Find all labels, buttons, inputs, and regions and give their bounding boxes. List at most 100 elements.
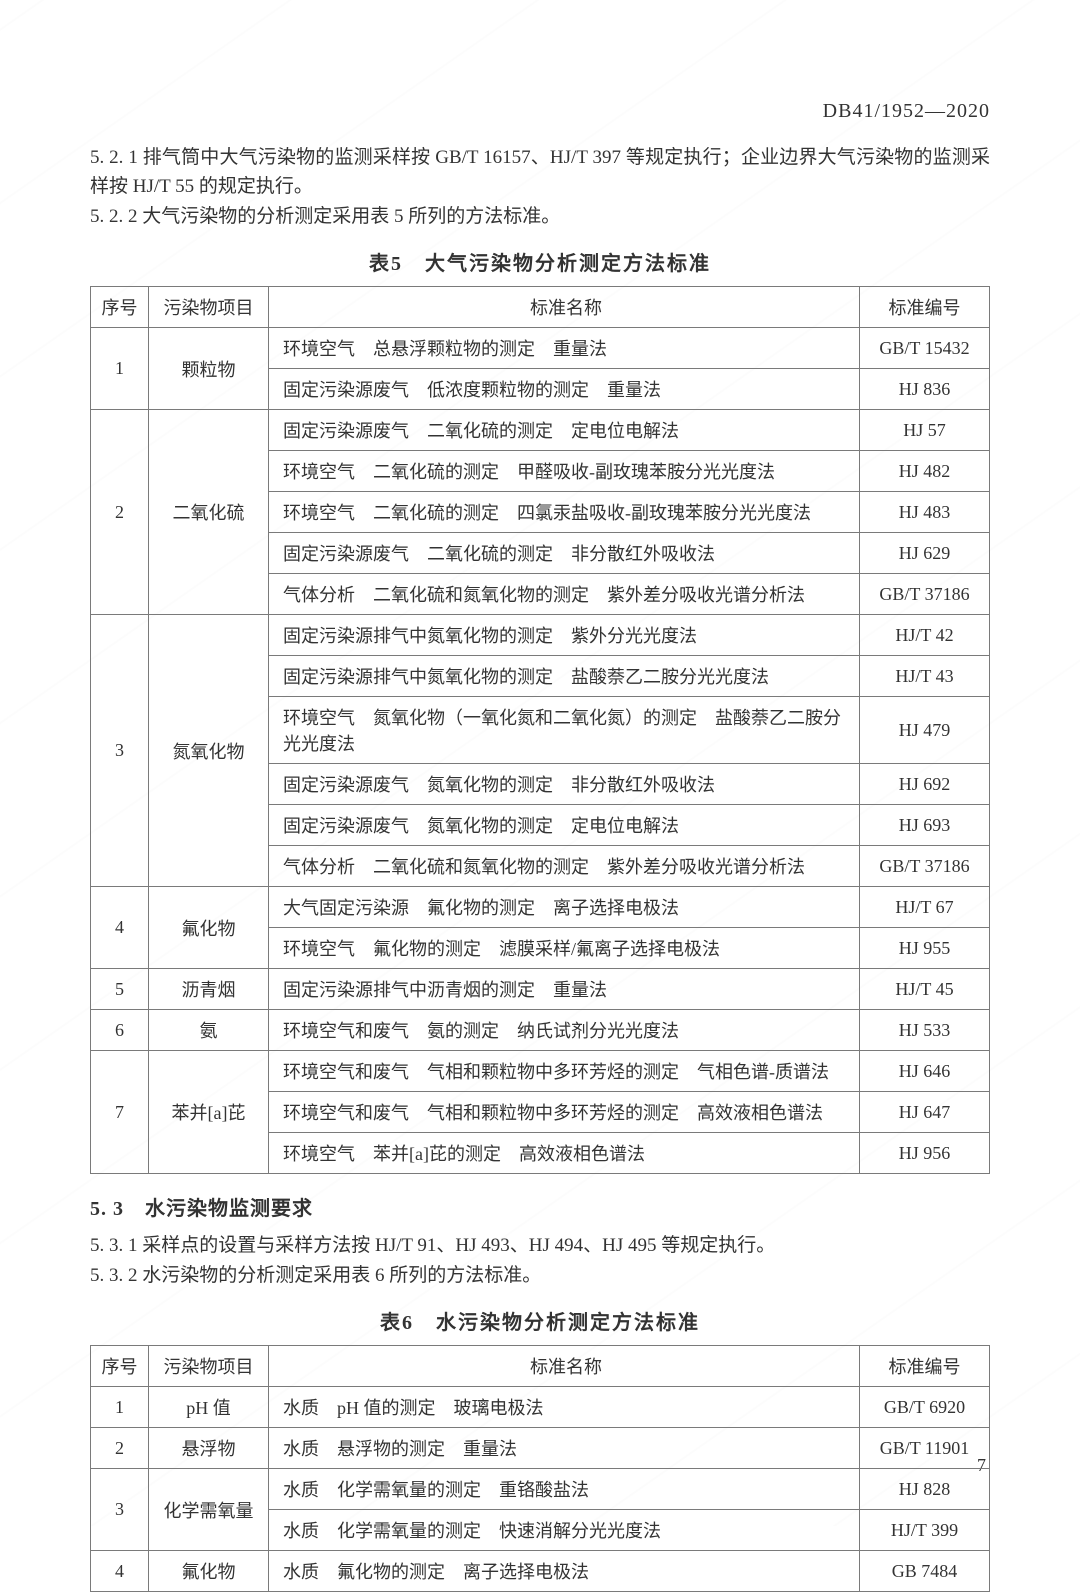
clause-text: 大气污染物的分析测定采用表 5 所列的方法标准。	[142, 206, 560, 227]
clause-text: 排气筒中大气污染物的监测采样按 GB/T 16157、HJ/T 397 等规定执…	[90, 147, 990, 197]
table6-header-row: 序号 污染物项目 标准名称 标准编号	[91, 1346, 990, 1387]
table5-col-seq: 序号	[91, 287, 149, 328]
table5-row: 2二氧化硫固定污染源废气 二氧化硫的测定 定电位电解法HJ 57	[91, 410, 990, 451]
table6-cell-seq: 2	[91, 1428, 149, 1469]
table6-row: 1pH 值水质 pH 值的测定 玻璃电极法GB/T 6920	[91, 1387, 990, 1428]
table5-cell-code: HJ 836	[860, 369, 990, 410]
table5-row: 1颗粒物环境空气 总悬浮颗粒物的测定 重量法GB/T 15432	[91, 328, 990, 369]
table6-cell-seq: 3	[91, 1469, 149, 1551]
table5-cell-item: 苯并[a]芘	[149, 1051, 269, 1174]
table6-cell-code: HJ 828	[860, 1469, 990, 1510]
table5-cell-std: 气体分析 二氧化硫和氮氧化物的测定 紫外差分吸收光谱分析法	[269, 574, 860, 615]
table5-cell-code: HJ 693	[860, 805, 990, 846]
table6-cell-item: 化学需氧量	[149, 1469, 269, 1551]
clause-number: 5. 3. 1	[90, 1235, 138, 1256]
table6-cell-item: 氟化物	[149, 1551, 269, 1592]
table5-cell-std: 环境空气和废气 气相和颗粒物中多环芳烃的测定 高效液相色谱法	[269, 1092, 860, 1133]
table6: 序号 污染物项目 标准名称 标准编号 1pH 值水质 pH 值的测定 玻璃电极法…	[90, 1345, 990, 1592]
table5-cell-code: HJ 57	[860, 410, 990, 451]
table5-cell-std: 固定污染源废气 氮氧化物的测定 定电位电解法	[269, 805, 860, 846]
table5-cell-std: 气体分析 二氧化硫和氮氧化物的测定 紫外差分吸收光谱分析法	[269, 846, 860, 887]
table5-cell-code: HJ/T 43	[860, 656, 990, 697]
table5-cell-code: GB/T 37186	[860, 574, 990, 615]
table6-cell-seq: 4	[91, 1551, 149, 1592]
table5-cell-seq: 4	[91, 887, 149, 969]
table5-cell-std: 固定污染源废气 二氧化硫的测定 定电位电解法	[269, 410, 860, 451]
table5-cell-code: HJ 647	[860, 1092, 990, 1133]
table5-cell-code: HJ/T 42	[860, 615, 990, 656]
table5-cell-std: 环境空气和废气 氨的测定 纳氏试剂分光光度法	[269, 1010, 860, 1051]
table5-cell-seq: 5	[91, 969, 149, 1010]
table6-cell-item: pH 值	[149, 1387, 269, 1428]
section-heading-5-3: 5. 3 水污染物监测要求	[90, 1192, 990, 1221]
table5-cell-seq: 2	[91, 410, 149, 615]
table6-cell-item: 悬浮物	[149, 1428, 269, 1469]
table5-cell-item: 二氧化硫	[149, 410, 269, 615]
table5-caption: 表5 大气污染物分析测定方法标准	[90, 247, 990, 276]
table5-row: 3氮氧化物固定污染源排气中氮氧化物的测定 紫外分光光度法HJ/T 42	[91, 615, 990, 656]
table5-cell-std: 固定污染源排气中沥青烟的测定 重量法	[269, 969, 860, 1010]
table5-cell-item: 氨	[149, 1010, 269, 1051]
clause-text: 水污染物的分析测定采用表 6 所列的方法标准。	[142, 1265, 541, 1286]
table5-cell-code: HJ 629	[860, 533, 990, 574]
table5-cell-std: 环境空气 苯并[a]芘的测定 高效液相色谱法	[269, 1133, 860, 1174]
table5-cell-code: HJ/T 67	[860, 887, 990, 928]
table5-cell-code: HJ 533	[860, 1010, 990, 1051]
table5: 序号 污染物项目 标准名称 标准编号 1颗粒物环境空气 总悬浮颗粒物的测定 重量…	[90, 286, 990, 1174]
table5-cell-code: HJ 692	[860, 764, 990, 805]
table5-cell-code: HJ/T 45	[860, 969, 990, 1010]
table6-cell-code: GB/T 11901	[860, 1428, 990, 1469]
table6-cell-seq: 1	[91, 1387, 149, 1428]
table5-cell-std: 环境空气 氮氧化物（一氧化氮和二氧化氮）的测定 盐酸萘乙二胺分光光度法	[269, 697, 860, 764]
clause-number: 5. 3. 2	[90, 1265, 138, 1286]
clause-text: 采样点的设置与采样方法按 HJ/T 91、HJ 493、HJ 494、HJ 49…	[142, 1235, 775, 1256]
table6-cell-std: 水质 化学需氧量的测定 快速消解分光光度法	[269, 1510, 860, 1551]
table5-cell-std: 环境空气 氟化物的测定 滤膜采样/氟离子选择电极法	[269, 928, 860, 969]
table6-cell-std: 水质 化学需氧量的测定 重铬酸盐法	[269, 1469, 860, 1510]
table5-cell-std: 固定污染源排气中氮氧化物的测定 盐酸萘乙二胺分光光度法	[269, 656, 860, 697]
table6-row: 3化学需氧量水质 化学需氧量的测定 重铬酸盐法HJ 828	[91, 1469, 990, 1510]
table5-cell-std: 固定污染源废气 低浓度颗粒物的测定 重量法	[269, 369, 860, 410]
table6-cell-code: HJ/T 399	[860, 1510, 990, 1551]
table5-cell-code: HJ 482	[860, 451, 990, 492]
paragraph-5-3-2: 5. 3. 2 水污染物的分析测定采用表 6 所列的方法标准。	[90, 1261, 990, 1290]
paragraph-5-2-2: 5. 2. 2 大气污染物的分析测定采用表 5 所列的方法标准。	[90, 202, 990, 231]
table5-col-code: 标准编号	[860, 287, 990, 328]
table6-cell-std: 水质 悬浮物的测定 重量法	[269, 1428, 860, 1469]
table5-cell-seq: 3	[91, 615, 149, 887]
table5-cell-code: GB/T 15432	[860, 328, 990, 369]
table6-col-seq: 序号	[91, 1346, 149, 1387]
document-id: DB41/1952—2020	[90, 100, 990, 123]
table5-cell-std: 大气固定污染源 氟化物的测定 离子选择电极法	[269, 887, 860, 928]
page-content: DB41/1952—2020 5. 2. 1 排气筒中大气污染物的监测采样按 G…	[90, 100, 990, 1592]
table6-cell-std: 水质 氟化物的测定 离子选择电极法	[269, 1551, 860, 1592]
table6-cell-code: GB 7484	[860, 1551, 990, 1592]
table5-cell-std: 固定污染源废气 二氧化硫的测定 非分散红外吸收法	[269, 533, 860, 574]
table5-cell-code: HJ 646	[860, 1051, 990, 1092]
table5-cell-seq: 6	[91, 1010, 149, 1051]
table5-cell-code: HJ 483	[860, 492, 990, 533]
paragraph-5-3-1: 5. 3. 1 采样点的设置与采样方法按 HJ/T 91、HJ 493、HJ 4…	[90, 1231, 990, 1260]
clause-number: 5. 2. 1	[90, 147, 138, 168]
table5-cell-std: 环境空气 二氧化硫的测定 甲醛吸收-副玫瑰苯胺分光光度法	[269, 451, 860, 492]
table5-cell-std: 环境空气和废气 气相和颗粒物中多环芳烃的测定 气相色谱-质谱法	[269, 1051, 860, 1092]
table5-row: 6氨环境空气和废气 氨的测定 纳氏试剂分光光度法HJ 533	[91, 1010, 990, 1051]
table5-col-item: 污染物项目	[149, 287, 269, 328]
table5-col-std: 标准名称	[269, 287, 860, 328]
table5-cell-std: 环境空气 总悬浮颗粒物的测定 重量法	[269, 328, 860, 369]
paragraph-5-2-1: 5. 2. 1 排气筒中大气污染物的监测采样按 GB/T 16157、HJ/T …	[90, 143, 990, 202]
table6-col-item: 污染物项目	[149, 1346, 269, 1387]
table6-cell-std: 水质 pH 值的测定 玻璃电极法	[269, 1387, 860, 1428]
table5-row: 5沥青烟固定污染源排气中沥青烟的测定 重量法HJ/T 45	[91, 969, 990, 1010]
table6-cell-code: GB/T 6920	[860, 1387, 990, 1428]
table5-cell-code: HJ 956	[860, 1133, 990, 1174]
table5-cell-code: HJ 955	[860, 928, 990, 969]
table5-cell-item: 沥青烟	[149, 969, 269, 1010]
table5-row: 4氟化物大气固定污染源 氟化物的测定 离子选择电极法HJ/T 67	[91, 887, 990, 928]
table5-cell-code: HJ 479	[860, 697, 990, 764]
table5-cell-item: 氟化物	[149, 887, 269, 969]
table5-cell-std: 环境空气 二氧化硫的测定 四氯汞盐吸收-副玫瑰苯胺分光光度法	[269, 492, 860, 533]
table5-cell-code: GB/T 37186	[860, 846, 990, 887]
table5-cell-seq: 1	[91, 328, 149, 410]
table5-row: 7苯并[a]芘环境空气和废气 气相和颗粒物中多环芳烃的测定 气相色谱-质谱法HJ…	[91, 1051, 990, 1092]
